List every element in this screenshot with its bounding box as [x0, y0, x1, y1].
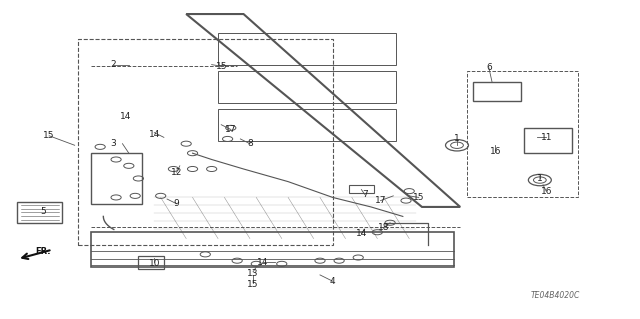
Text: 3: 3 [110, 139, 116, 148]
Text: 17: 17 [225, 125, 237, 134]
Text: 10: 10 [148, 259, 160, 268]
Text: 17: 17 [375, 196, 387, 205]
Text: 1: 1 [537, 174, 543, 183]
Text: 18: 18 [378, 223, 390, 232]
Text: 8: 8 [247, 139, 253, 148]
Text: 6: 6 [486, 63, 492, 72]
Bar [218, 109, 396, 141]
Text: 4: 4 [330, 277, 335, 286]
Text: TE04B4020C: TE04B4020C [531, 291, 580, 300]
Text: 14: 14 [120, 112, 131, 121]
Text: 1: 1 [454, 134, 460, 144]
Text: 15: 15 [44, 131, 55, 140]
Bar [467, 71, 578, 197]
Text: 14: 14 [148, 130, 160, 139]
Text: 9: 9 [173, 199, 179, 208]
Text: 14: 14 [356, 229, 367, 238]
Text: 11: 11 [540, 133, 552, 142]
Text: 16: 16 [540, 187, 552, 196]
Text: 7: 7 [362, 190, 367, 199]
Text: 5: 5 [40, 207, 45, 216]
Bar [218, 33, 396, 65]
Text: 15: 15 [247, 280, 259, 289]
Text: FR.: FR. [35, 247, 51, 256]
Bar [349, 185, 374, 193]
Bar [218, 71, 396, 103]
Text: 12: 12 [171, 168, 182, 177]
Text: 15: 15 [216, 62, 227, 71]
Text: 2: 2 [110, 60, 116, 69]
Bar [78, 39, 333, 245]
Text: 15: 15 [413, 193, 424, 202]
Text: 14: 14 [257, 258, 268, 267]
Text: 13: 13 [247, 269, 259, 278]
Text: 16: 16 [490, 147, 501, 156]
